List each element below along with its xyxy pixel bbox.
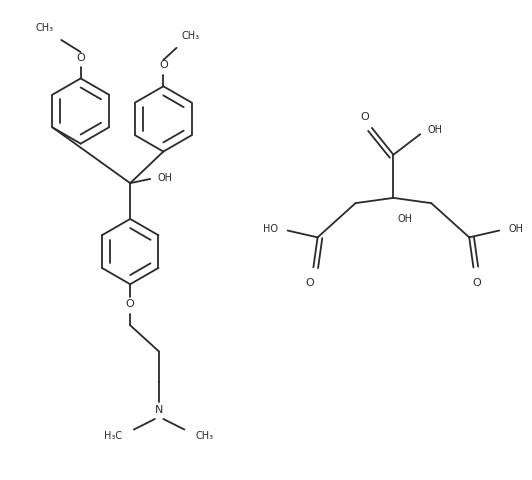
Text: CH₃: CH₃ [196, 431, 214, 441]
Text: O: O [305, 278, 314, 288]
Text: OH: OH [397, 214, 413, 224]
Text: O: O [76, 53, 85, 62]
Text: H₃C: H₃C [104, 431, 122, 441]
Text: N: N [155, 405, 163, 415]
Text: O: O [473, 278, 481, 288]
Text: OH: OH [509, 225, 523, 234]
Text: CH₃: CH₃ [182, 31, 200, 41]
Text: OH: OH [428, 125, 443, 135]
Text: OH: OH [157, 173, 172, 183]
Text: HO: HO [263, 225, 278, 234]
Text: CH₃: CH₃ [35, 23, 53, 33]
Text: O: O [159, 60, 168, 71]
Text: O: O [126, 299, 135, 309]
Text: O: O [360, 111, 369, 121]
